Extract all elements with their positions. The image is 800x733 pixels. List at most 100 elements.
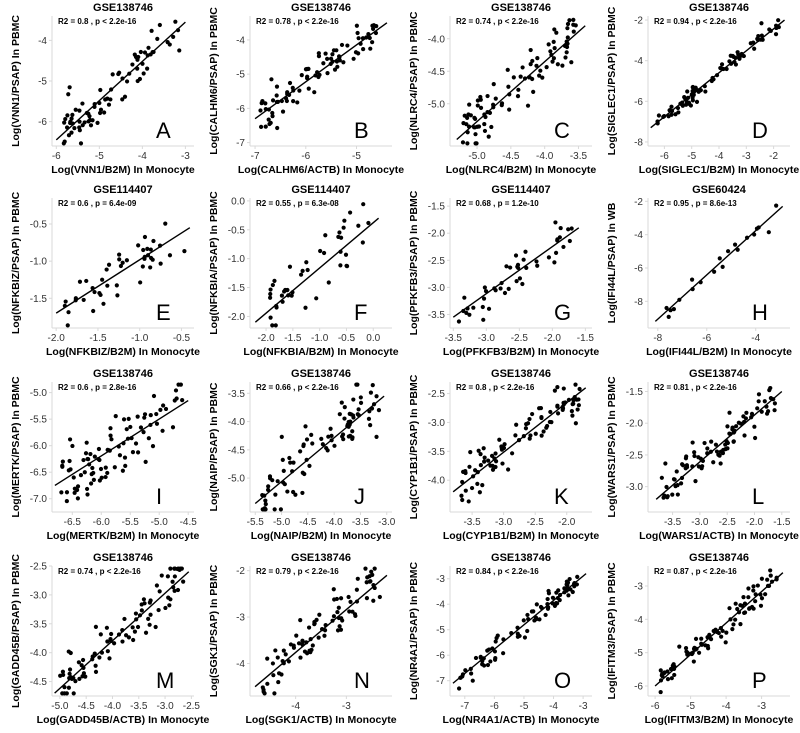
data-point bbox=[322, 633, 327, 638]
data-point bbox=[753, 435, 758, 441]
x-tick-label: -2.0 bbox=[558, 517, 576, 528]
data-point bbox=[130, 62, 135, 67]
data-point bbox=[117, 257, 122, 262]
data-point bbox=[530, 76, 535, 82]
panel-title: GSE138746 bbox=[689, 2, 749, 14]
data-point bbox=[692, 450, 697, 455]
x-tick-label: -2.0 bbox=[257, 333, 275, 344]
data-point bbox=[85, 492, 90, 497]
data-point bbox=[680, 463, 686, 468]
data-point bbox=[702, 440, 707, 446]
data-point bbox=[368, 46, 373, 51]
panel-title: GSE114407 bbox=[291, 184, 350, 196]
data-point bbox=[109, 631, 114, 637]
data-point bbox=[110, 72, 115, 77]
data-point bbox=[270, 114, 275, 119]
x-tick-label: -7 bbox=[460, 701, 469, 712]
x-tick-label: -1.0 bbox=[311, 333, 329, 344]
y-tick-label: -1.0 bbox=[228, 254, 246, 265]
data-point bbox=[465, 141, 470, 146]
data-point bbox=[163, 221, 168, 226]
data-point bbox=[674, 469, 679, 474]
x-axis-label: Log(VNN1/B2M) In Monocyte bbox=[51, 164, 195, 176]
data-point bbox=[727, 606, 732, 611]
data-point bbox=[339, 400, 344, 405]
data-point bbox=[733, 601, 738, 606]
data-point bbox=[738, 421, 744, 426]
data-point bbox=[569, 409, 574, 414]
panel-e: GSE114407 -2.0 -1.5 -1.0 -0.5 -1.5 -1.0 -0.5 Log… bbox=[10, 184, 200, 358]
y-axis-label: Log(NAIP/PSAP) In PBMC bbox=[208, 382, 220, 511]
x-tick-label: -4.0 bbox=[536, 151, 554, 162]
data-point bbox=[260, 685, 265, 690]
data-point bbox=[103, 465, 108, 470]
data-point bbox=[472, 115, 477, 120]
data-point bbox=[527, 436, 532, 441]
data-point bbox=[718, 66, 724, 71]
y-axis-label: Log(SIGLEC1/PSAP) In PBMC bbox=[606, 6, 618, 155]
data-point bbox=[475, 103, 480, 108]
x-tick-label: -1.5 bbox=[284, 333, 302, 344]
x-tick-label: -6.5 bbox=[64, 517, 82, 528]
data-point bbox=[317, 612, 322, 617]
data-point bbox=[552, 388, 557, 393]
data-point bbox=[689, 277, 695, 282]
data-point bbox=[548, 409, 553, 415]
data-point bbox=[658, 689, 663, 695]
x-tick-label: 0.0 bbox=[366, 333, 380, 344]
data-point bbox=[337, 230, 342, 235]
data-point bbox=[163, 406, 169, 412]
data-point bbox=[730, 53, 735, 59]
x-tick-label: -4 bbox=[722, 701, 731, 712]
stat-annotation: R2 = 0.79 , p < 2.2e-16 bbox=[256, 567, 339, 576]
data-point bbox=[501, 445, 507, 451]
data-point bbox=[360, 240, 365, 245]
x-tick-label: -5.5 bbox=[247, 517, 265, 528]
data-point bbox=[62, 139, 67, 144]
data-point bbox=[669, 104, 674, 109]
panel-f: GSE114407 -2.0 -1.5 -1.0 -0.5 0.0 -2.0 -1.5 -1.0… bbox=[208, 184, 399, 358]
data-point bbox=[342, 416, 347, 421]
data-point bbox=[772, 401, 777, 406]
data-point bbox=[515, 94, 521, 99]
data-point bbox=[297, 88, 302, 93]
data-point bbox=[306, 86, 311, 91]
x-axis-label: Log(GADD45B/ACTB) In Monocyte bbox=[37, 714, 210, 726]
data-point bbox=[278, 507, 283, 512]
y-tick-label: -4.0 bbox=[428, 34, 446, 45]
data-point bbox=[321, 61, 326, 66]
data-point bbox=[494, 635, 499, 641]
data-point bbox=[555, 385, 560, 390]
panel-title: GSE138746 bbox=[291, 368, 351, 380]
x-tick-label: -5.0 bbox=[273, 517, 291, 528]
data-point bbox=[488, 463, 493, 468]
data-point bbox=[482, 455, 487, 460]
data-point bbox=[742, 433, 747, 438]
data-point bbox=[514, 279, 519, 284]
data-point bbox=[730, 427, 735, 432]
data-point bbox=[478, 105, 484, 111]
data-point bbox=[148, 255, 154, 261]
data-point bbox=[735, 606, 740, 612]
data-point bbox=[274, 93, 279, 98]
panel-letter: O bbox=[554, 668, 571, 693]
data-point bbox=[493, 639, 498, 644]
data-point bbox=[286, 659, 291, 664]
data-point bbox=[98, 87, 103, 93]
y-tick-label: -4 bbox=[634, 615, 643, 626]
panel-letter: H bbox=[752, 300, 768, 325]
data-point bbox=[723, 442, 728, 447]
data-point bbox=[518, 74, 523, 79]
data-point bbox=[725, 424, 730, 429]
data-point bbox=[664, 305, 669, 311]
data-point bbox=[348, 599, 353, 604]
data-point bbox=[67, 85, 72, 90]
data-point bbox=[370, 383, 375, 388]
data-point bbox=[328, 426, 333, 431]
x-tick-label: -3.0 bbox=[495, 517, 513, 528]
data-point bbox=[741, 595, 746, 600]
data-point bbox=[753, 599, 758, 604]
data-point bbox=[150, 444, 156, 449]
data-point bbox=[328, 56, 334, 61]
data-point bbox=[316, 635, 321, 640]
